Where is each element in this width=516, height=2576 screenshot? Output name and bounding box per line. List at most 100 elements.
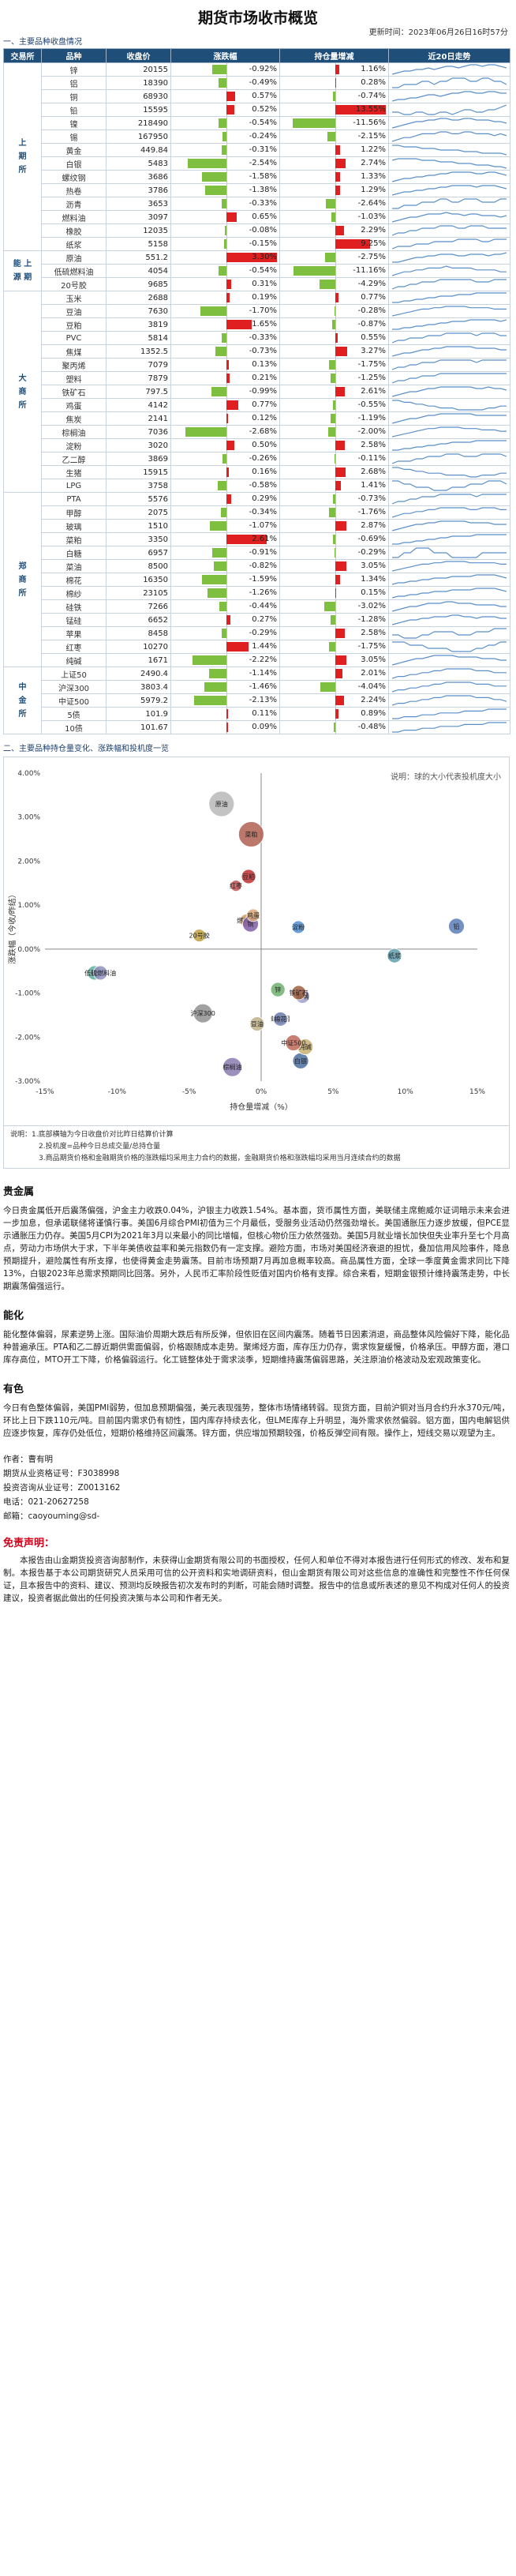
oi-cell: 3.05%: [279, 653, 389, 667]
product-name: 菜粕: [41, 532, 107, 546]
change-bar: [192, 655, 226, 665]
trend-cell: [388, 62, 510, 77]
oi-bar: [335, 105, 386, 115]
trend-cell: [388, 640, 510, 654]
change-bar: [226, 615, 231, 625]
table-row: 燃料油 3097 0.65% -1.03%: [4, 210, 510, 224]
sparkline: [392, 412, 507, 425]
sparkline: [392, 439, 507, 452]
trend-cell: [388, 344, 510, 359]
oi-value: 2.68%: [361, 468, 386, 476]
oi-cell: 2.58%: [279, 438, 389, 452]
product-name: 20号胶: [41, 277, 107, 291]
change-cell: -0.15%: [170, 237, 280, 251]
table-row: 聚丙烯 7079 0.13% -1.75%: [4, 358, 510, 372]
trend-cell: [388, 452, 510, 466]
close-price: 7036: [106, 425, 171, 439]
change-bar: [211, 387, 226, 396]
close-price: 16350: [106, 573, 171, 587]
sparkline-path: [392, 575, 507, 584]
sparkline: [392, 197, 507, 210]
oi-value: 2.24%: [361, 696, 386, 704]
oi-value: -1.75%: [357, 360, 386, 369]
close-price: 8500: [106, 559, 171, 573]
product-name: 低硫燃料油: [41, 264, 107, 278]
trend-cell: [388, 237, 510, 251]
product-name: 锡: [41, 130, 107, 144]
trend-cell: [388, 680, 510, 694]
x-tick-label: 15%: [469, 1088, 485, 1096]
change-cell: 0.13%: [170, 358, 280, 372]
section-title-metals: 有色: [3, 1384, 24, 1395]
change-cell: 0.09%: [170, 720, 280, 734]
license-number: 期货从业资格证号：F3038998: [3, 1469, 120, 1478]
change-value: -2.54%: [249, 159, 277, 167]
oi-cell: -0.73%: [279, 492, 389, 506]
col-header-oi-change: 持仓量增减: [279, 48, 389, 63]
change-cell: 0.19%: [170, 291, 280, 305]
change-value: -0.33%: [249, 199, 277, 208]
sparkline: [392, 640, 507, 653]
change-cell: 0.57%: [170, 89, 280, 103]
change-value: -1.26%: [249, 588, 277, 597]
close-price: 3869: [106, 452, 171, 466]
oi-bar: [328, 360, 335, 370]
oi-value: 1.22%: [361, 145, 386, 154]
trend-cell: [388, 519, 510, 533]
bubble-label: 沪深300: [191, 1009, 215, 1017]
sparkline-path: [392, 374, 507, 383]
scatter-svg: 4.00% 3.00% 2.00% 1.00% 0.00% -1.00% -2.00% -3.…: [7, 770, 501, 1112]
oi-cell: 0.77%: [279, 291, 389, 305]
product-name: 原油: [41, 250, 107, 265]
close-price: 7079: [106, 358, 171, 372]
change-cell: 0.12%: [170, 411, 280, 426]
sparkline-path: [392, 226, 507, 235]
change-value: 0.31%: [252, 280, 277, 288]
oi-value: 0.28%: [361, 78, 386, 87]
sparkline-path: [392, 629, 507, 638]
oi-cell: -1.25%: [279, 371, 389, 385]
x-axis-label: 持仓量增减（%）: [230, 1102, 293, 1112]
bubble-label: 豆油: [251, 1020, 264, 1028]
sparkline-path: [392, 347, 507, 356]
table-row: 锡 167950 -0.24% -2.15%: [4, 130, 510, 144]
bubble-label: 原油: [215, 800, 228, 808]
oi-value: 0.89%: [361, 709, 386, 718]
trend-cell: [388, 371, 510, 385]
zero-line: [335, 90, 336, 103]
close-price: 7266: [106, 599, 171, 614]
change-value: 0.16%: [252, 468, 277, 476]
oi-cell: -0.74%: [279, 89, 389, 103]
sparkline: [392, 211, 507, 223]
trend-cell: [388, 143, 510, 157]
change-cell: -1.14%: [170, 667, 280, 681]
change-cell: -0.26%: [170, 452, 280, 466]
change-cell: -2.22%: [170, 653, 280, 667]
oi-cell: -1.19%: [279, 411, 389, 426]
y-tick-label: -1.00%: [15, 990, 40, 998]
bubble-point: [193, 1003, 213, 1023]
sparkline-path: [392, 105, 507, 115]
oi-bar: [323, 602, 335, 611]
trend-cell: [388, 156, 510, 171]
oi-value: -4.04%: [357, 682, 386, 691]
oi-value: 2.29%: [361, 226, 386, 235]
note-line-1: 说明：1.底部横轴为今日收盘价对比昨日结算价计算: [10, 1131, 174, 1139]
zero-line: [335, 600, 336, 613]
sparkline: [392, 103, 507, 116]
zero-line: [335, 452, 336, 465]
sparkline: [392, 90, 507, 103]
oi-cell: -1.28%: [279, 613, 389, 627]
product-name: 白糖: [41, 546, 107, 560]
sparkline-path: [392, 320, 507, 329]
bubble-label: 白银: [294, 1057, 307, 1065]
x-tick-label: -5%: [182, 1088, 196, 1096]
table-row: 铁矿石 797.5 -0.99% 2.61%: [4, 385, 510, 399]
oi-bar: [330, 615, 335, 625]
oi-bar: [327, 132, 335, 141]
col-header-close: 收盘价: [106, 48, 171, 63]
sparkline: [392, 466, 507, 479]
oi-value: 1.29%: [361, 186, 386, 194]
product-name: 铝: [41, 76, 107, 90]
oi-bar: [335, 575, 341, 584]
